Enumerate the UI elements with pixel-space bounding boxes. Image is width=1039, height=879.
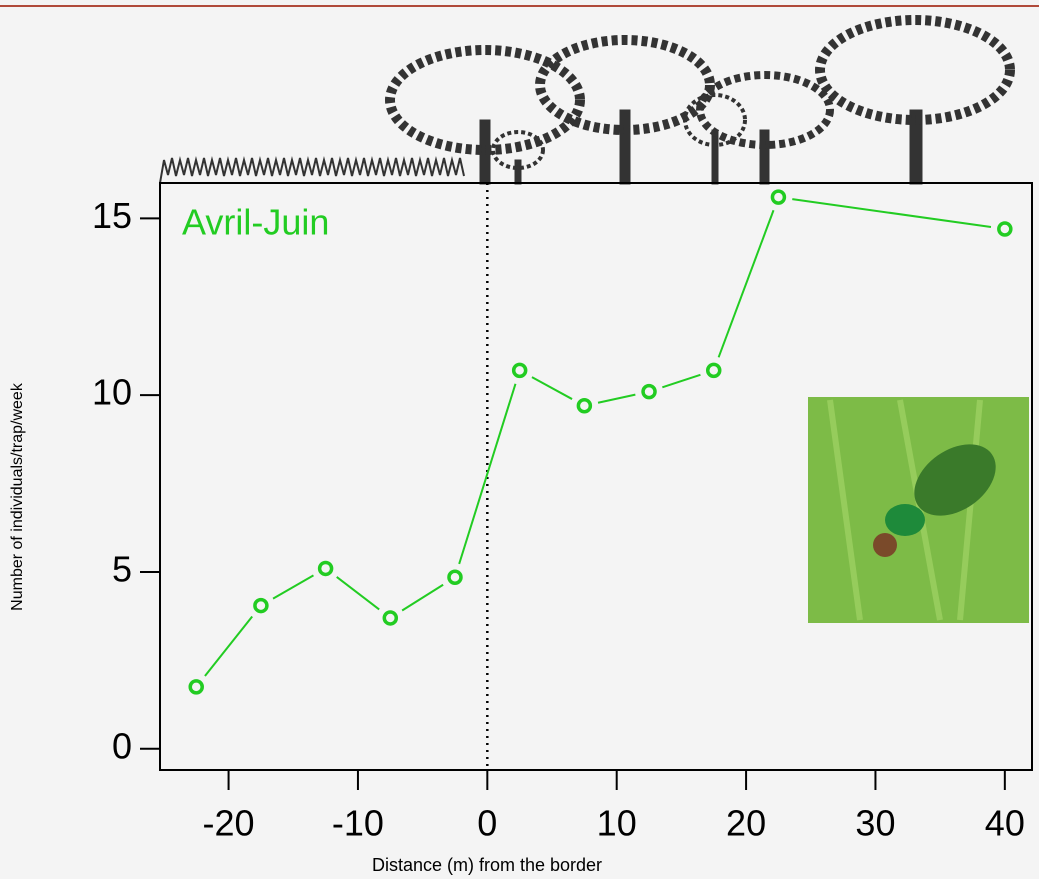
beetle-photo: [808, 397, 1029, 623]
x-tick-label: 20: [726, 803, 766, 844]
x-tick-label: -20: [203, 803, 255, 844]
page: Avril-Juin Distance (m) from the border …: [0, 0, 1039, 879]
x-tick-label: 10: [597, 803, 637, 844]
y-tick-label: 10: [92, 372, 132, 413]
x-axis-label: Distance (m) from the border: [372, 855, 602, 875]
y-axis-label: Number of individuals/trap/week: [9, 382, 26, 611]
x-tick-label: 40: [985, 803, 1025, 844]
x-tick-label: 30: [855, 803, 895, 844]
y-tick-label: 15: [92, 195, 132, 236]
y-tick-label: 5: [112, 548, 132, 589]
y-tick-label: 0: [112, 725, 132, 766]
annotation: Avril-Juin: [182, 202, 329, 243]
x-tick-label: -10: [332, 803, 384, 844]
x-tick-label: 0: [477, 803, 497, 844]
chart: Avril-Juin Distance (m) from the border …: [0, 0, 1039, 879]
